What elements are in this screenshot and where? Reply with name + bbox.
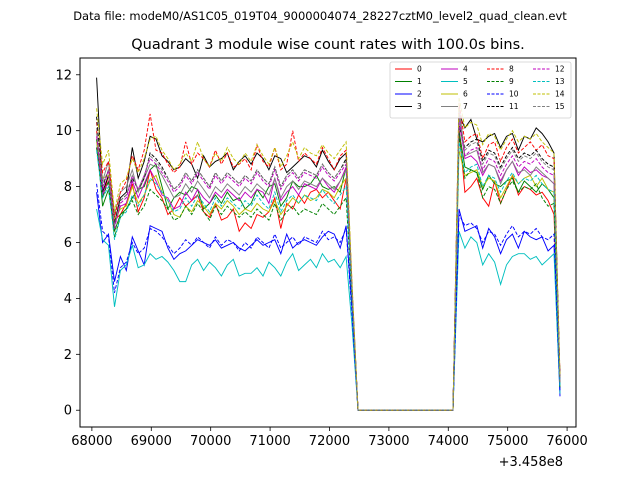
legend-label-13: 13 xyxy=(555,77,565,86)
legend-label-14: 14 xyxy=(555,90,565,99)
y-tick-label: 4 xyxy=(64,292,72,307)
x-tick-label: 71000 xyxy=(249,434,290,449)
x-tick-label: 75000 xyxy=(487,434,528,449)
plot-area: 68000 69000 70000 71000 72000 73000 74000 75000… xyxy=(55,57,588,449)
legend-label-8: 8 xyxy=(509,65,514,74)
series-line-2 xyxy=(96,192,561,411)
series-line-13 xyxy=(96,141,561,411)
series-line-7 xyxy=(96,105,561,411)
legend-label-10: 10 xyxy=(509,90,519,99)
x-tick-label: 73000 xyxy=(368,434,409,449)
x-tick-label: 72000 xyxy=(309,434,350,449)
series-line-1 xyxy=(96,130,561,411)
legend-label-1: 1 xyxy=(417,77,422,86)
legend-label-7: 7 xyxy=(463,102,468,111)
series-line-9 xyxy=(96,136,561,411)
legend-label-11: 11 xyxy=(509,102,519,111)
series-line-5 xyxy=(96,208,561,411)
series-line-14 xyxy=(96,97,561,411)
x-tick-label: 70000 xyxy=(190,434,231,449)
legend-label-15: 15 xyxy=(555,102,565,111)
legend-box xyxy=(389,61,572,119)
series-line-15 xyxy=(96,116,561,411)
y-tick-label: 10 xyxy=(55,124,72,139)
x-axis-offset-label: +3.458e8 xyxy=(499,455,563,470)
y-tick-label: 12 xyxy=(55,68,72,83)
series-line-12 xyxy=(96,122,561,411)
x-tick-label: 74000 xyxy=(428,434,469,449)
legend-label-2: 2 xyxy=(417,90,422,99)
legend-label-3: 3 xyxy=(417,102,422,111)
x-tick-label: 69000 xyxy=(131,434,172,449)
y-tick-label: 6 xyxy=(64,236,72,251)
x-tick-label: 68000 xyxy=(71,434,112,449)
chart-suptitle: Data file: modeM0/AS1C05_019T04_90000040… xyxy=(73,9,567,23)
x-tick-label: 76000 xyxy=(546,434,587,449)
series-line-10 xyxy=(96,183,561,411)
legend-label-4: 4 xyxy=(463,65,468,74)
legend-label-6: 6 xyxy=(463,90,468,99)
series-line-6 xyxy=(96,141,561,411)
y-tick-label: 0 xyxy=(64,404,72,419)
series-line-0 xyxy=(96,127,561,411)
y-tick-label: 2 xyxy=(64,348,72,363)
series-line-3 xyxy=(96,77,561,411)
chart-title: Quadrant 3 module wise count rates with … xyxy=(131,37,525,53)
legend-label-5: 5 xyxy=(463,77,468,86)
legend-label-12: 12 xyxy=(555,65,565,74)
legend-label-0: 0 xyxy=(417,65,422,74)
legend-label-9: 9 xyxy=(509,77,514,86)
y-tick-label: 8 xyxy=(64,180,72,195)
